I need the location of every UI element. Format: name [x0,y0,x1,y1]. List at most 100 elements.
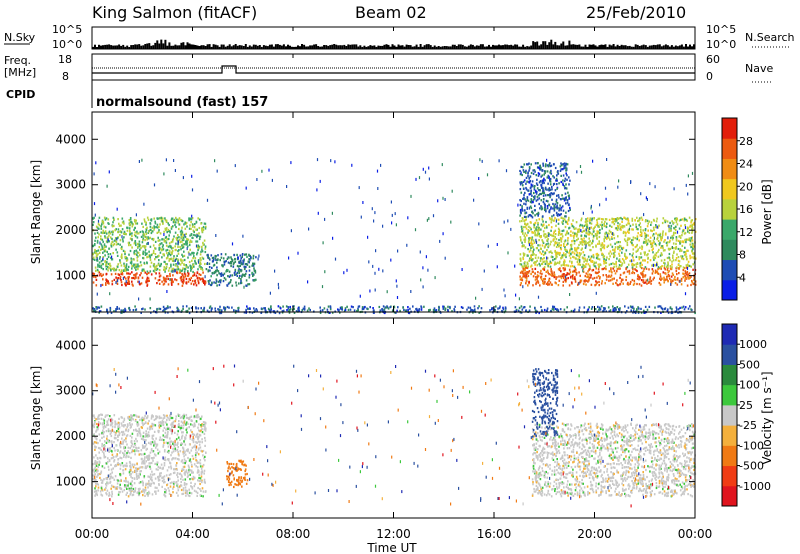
range-cell [158,307,160,310]
range-cell [534,272,536,275]
range-cell [363,306,366,309]
range-cell [552,214,555,217]
range-cell [679,249,681,253]
range-cell [137,232,140,235]
range-cell [662,230,664,233]
range-cell [680,224,682,227]
range-cell [151,427,154,430]
range-cell [111,283,114,286]
range-cell [162,217,164,220]
range-cell [94,487,96,490]
range-cell [343,271,345,275]
range-cell [146,270,149,273]
range-cell [530,237,533,240]
nsky-bar [114,45,117,49]
range-cell [564,225,567,229]
range-cell [349,308,352,311]
range-cell [220,279,222,282]
range-cell [619,223,621,226]
range-cell [624,234,627,237]
range-cell [134,274,137,277]
range-cell [649,278,651,281]
range-cell [549,171,551,174]
range-cell [546,256,548,260]
range-cell [257,257,259,261]
range-cell [584,257,586,260]
range-cell [596,231,599,235]
range-cell [667,224,670,227]
range-cell [680,283,683,286]
range-cell [378,305,381,309]
range-cell [561,168,564,171]
nsky-bar [500,45,502,49]
range-cell [197,259,200,262]
range-cell [536,187,539,190]
range-cell [645,196,647,200]
range-cell [191,251,193,254]
range-cell [201,267,203,270]
range-cell [195,244,198,248]
range-cell [119,259,121,262]
range-cell [644,259,646,262]
range-cell [539,236,542,239]
nsky-bar [574,44,577,49]
range-cell [562,220,565,223]
range-cell [116,236,119,240]
range-cell [136,256,138,259]
range-cell [573,270,576,273]
range-cell [123,262,125,265]
range-cell [105,462,108,465]
nsky-bar [550,39,553,49]
range-cell [548,273,550,276]
colorbar-segment [722,138,737,159]
range-cell [528,166,531,169]
nsky-bar [415,44,418,49]
range-cell [178,270,181,273]
range-cell [574,280,577,283]
range-cell [100,266,103,270]
range-cell [665,241,668,244]
range-cell [631,254,634,257]
range-cell [157,217,159,220]
nsky-bar [435,46,438,49]
nsky-bar [510,44,513,49]
range-cell [152,481,155,484]
range-cell [588,241,590,244]
range-cell [321,309,324,312]
range-cell [169,274,171,277]
range-cell [568,183,570,186]
range-cell [674,275,676,279]
range-cell [524,232,527,235]
range-cell [610,252,613,255]
range-cell [546,261,548,264]
range-cell [618,254,621,257]
range-cell [563,269,565,272]
range-cell [688,264,691,267]
range-cell [321,285,324,289]
range-cell [338,309,340,312]
range-cell [271,178,273,182]
range-cell [116,207,118,211]
nsky-bar [289,45,291,49]
range-cell [655,224,657,227]
range-cell [157,236,159,239]
range-cell [127,272,129,275]
range-cell [564,280,567,283]
range-cell [568,268,571,271]
range-cell [557,227,560,230]
nsky-bar [194,45,197,49]
range-cell [521,173,523,177]
nsky-bar [385,44,388,49]
range-cell [158,217,161,220]
range-cell [627,283,630,286]
nsky-bar [403,46,406,49]
range-cell [584,275,587,278]
nsky-bar [110,45,113,49]
range-cell [554,166,557,170]
range-cell [187,280,190,283]
range-cell [609,279,612,282]
range-cell [102,426,105,429]
range-cell [293,305,295,308]
range-cell [190,269,192,272]
range-cell [602,274,605,277]
